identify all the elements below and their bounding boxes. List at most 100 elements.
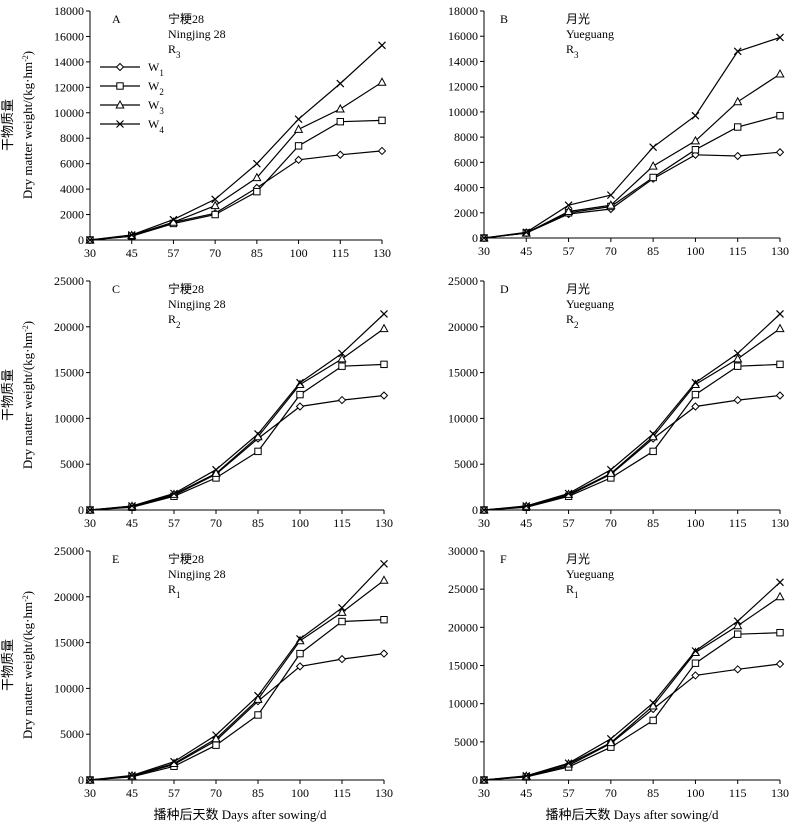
x-tick-label: 115 bbox=[333, 516, 351, 530]
data-point-w2 bbox=[776, 360, 784, 369]
series-line-w1 bbox=[483, 151, 781, 239]
data-point-w3 bbox=[337, 353, 347, 363]
legend-entry-w4: W4 bbox=[148, 117, 164, 135]
data-point-w4 bbox=[338, 349, 346, 358]
data-point-w2 bbox=[691, 659, 700, 667]
series-line-w4 bbox=[483, 313, 781, 511]
x-tick-label: 45 bbox=[520, 516, 532, 530]
y-tick-label: 15000 bbox=[448, 659, 478, 673]
data-point-w1 bbox=[775, 148, 785, 157]
data-point-w4 bbox=[564, 201, 573, 210]
data-point-w1 bbox=[336, 150, 345, 159]
chart-panel-c: 0 5000 10000 15000 20000 25000 30 45 57 70 85 100 11… bbox=[54, 274, 393, 530]
ylabel-row-3: 干物质量 Dry matter weight/(kg·hm-2) bbox=[0, 591, 35, 739]
data-point-w4 bbox=[170, 489, 178, 498]
legend-entry-w2: W2 bbox=[148, 79, 164, 97]
x-tick-label: 45 bbox=[520, 786, 532, 800]
x-tick-label: 130 bbox=[375, 786, 393, 800]
series-line-w2 bbox=[483, 115, 781, 239]
x-tick-label: 70 bbox=[210, 786, 222, 800]
xlabel-left: 播种后天数 Days after sowing/d bbox=[154, 807, 327, 822]
data-point-w1 bbox=[295, 402, 305, 411]
data-point-w3 bbox=[210, 200, 220, 210]
series-line-w4 bbox=[89, 313, 385, 511]
cultivar-en: Ningjing 28 bbox=[168, 27, 226, 41]
x-tick-label: 45 bbox=[126, 246, 138, 260]
x-tick-label: 85 bbox=[647, 244, 659, 258]
ylabel-en: Dry matter weight/(kg·hm-2) bbox=[20, 321, 35, 469]
y-tick-label: 20000 bbox=[54, 590, 84, 604]
data-point-w4 bbox=[252, 159, 261, 168]
y-tick-label: 20000 bbox=[54, 320, 84, 334]
treatment-label: R2 bbox=[566, 312, 579, 330]
y-tick-label: 5000 bbox=[454, 457, 478, 471]
data-point-w3 bbox=[379, 323, 389, 333]
data-point-w4 bbox=[86, 236, 94, 244]
data-point-w4 bbox=[254, 430, 262, 438]
y-tick-label: 15000 bbox=[448, 366, 478, 380]
data-point-w4 bbox=[296, 635, 304, 643]
ylabel-en: Dry matter weight/(kg·hm-2) bbox=[20, 51, 35, 199]
treatment-label: R2 bbox=[168, 312, 181, 330]
x-tick-label: 100 bbox=[686, 244, 704, 258]
series-line-w4 bbox=[483, 581, 781, 781]
data-point-w4 bbox=[564, 489, 573, 498]
chart-panel-b: 0 2000 4000 6000 8000 10000 12000 14000 16000 180… bbox=[448, 4, 789, 258]
data-point-w3 bbox=[606, 737, 616, 747]
data-point-w3 bbox=[211, 733, 221, 743]
data-point-w4 bbox=[606, 191, 615, 200]
data-point-w3 bbox=[775, 323, 785, 333]
data-point-w2 bbox=[776, 111, 784, 120]
y-tick-label: 10000 bbox=[448, 411, 478, 425]
data-point-w3 bbox=[252, 172, 262, 182]
data-point-w4 bbox=[649, 143, 658, 152]
y-tick-label: 30000 bbox=[448, 544, 478, 558]
data-point-w2 bbox=[734, 123, 742, 131]
xlabel-right: 播种后天数 Days after sowing/d bbox=[546, 807, 719, 822]
cultivar-cn: 月光 bbox=[566, 12, 590, 26]
data-point-w2 bbox=[649, 716, 657, 725]
data-point-w4 bbox=[691, 647, 700, 655]
panel-letter: D bbox=[500, 282, 509, 296]
y-tick-label: 25000 bbox=[448, 274, 478, 288]
x-tick-label: 70 bbox=[605, 244, 617, 258]
x-tick-label: 70 bbox=[605, 516, 617, 530]
y-tick-label: 6000 bbox=[60, 157, 84, 171]
y-tick-label: 2000 bbox=[454, 206, 478, 220]
x-tick-label: 115 bbox=[729, 786, 747, 800]
cultivar-en: Yueguang bbox=[566, 567, 614, 581]
data-point-w4 bbox=[86, 506, 94, 514]
y-tick-label: 8000 bbox=[60, 131, 84, 145]
data-point-w1 bbox=[379, 391, 389, 400]
x-tick-label: 115 bbox=[332, 246, 350, 260]
data-point-w1 bbox=[691, 402, 700, 411]
data-point-w2 bbox=[211, 210, 219, 219]
x-tick-label: 45 bbox=[520, 244, 532, 258]
panel-letter: B bbox=[500, 12, 508, 26]
series-line-w2 bbox=[483, 363, 781, 511]
data-point-w3 bbox=[733, 620, 743, 630]
data-point-w3 bbox=[563, 206, 574, 216]
data-point-w4 bbox=[294, 115, 303, 124]
y-tick-label: 4000 bbox=[60, 182, 84, 196]
data-point-w4 bbox=[336, 79, 345, 88]
series-line-w3 bbox=[483, 73, 781, 239]
treatment-label: R1 bbox=[168, 582, 181, 600]
x-tick-label: 100 bbox=[291, 786, 309, 800]
data-point-w4 bbox=[254, 691, 262, 700]
data-point-w2 bbox=[380, 616, 388, 624]
x-tick-label: 130 bbox=[771, 786, 789, 800]
x-tick-label: 130 bbox=[375, 516, 393, 530]
chart-panel-a: 0 2000 4000 6000 8000 10000 12000 14000 16000 180… bbox=[54, 4, 391, 260]
y-tick-label: 5000 bbox=[60, 727, 84, 741]
legend-marker-triangle bbox=[115, 99, 125, 109]
series-line-w1 bbox=[483, 394, 781, 511]
data-point-w3 bbox=[606, 200, 616, 209]
x-tick-label: 57 bbox=[563, 786, 575, 800]
y-tick-label: 20000 bbox=[448, 620, 478, 634]
data-point-w1 bbox=[733, 665, 742, 674]
data-point-w2 bbox=[380, 360, 388, 369]
x-tick-label: 30 bbox=[84, 786, 96, 800]
data-point-w1 bbox=[379, 649, 389, 658]
data-point-w3 bbox=[775, 69, 785, 78]
